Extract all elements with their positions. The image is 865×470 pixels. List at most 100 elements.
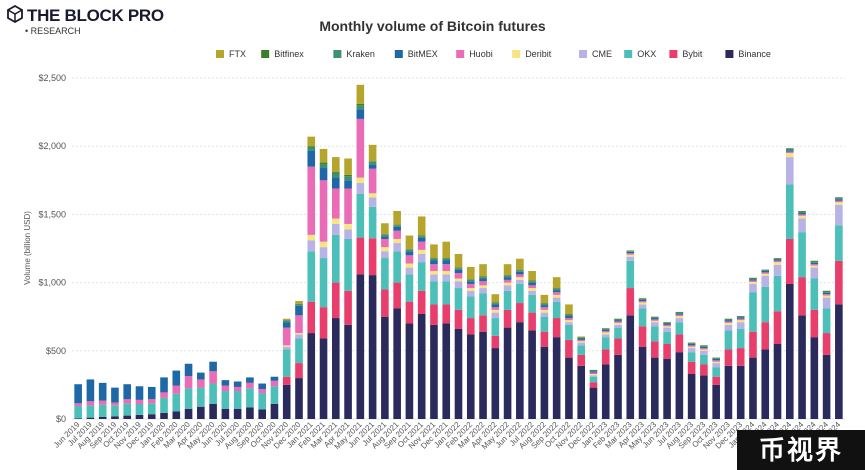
bar-segment — [405, 267, 414, 275]
bar-segment — [430, 274, 438, 282]
legend-swatch — [394, 50, 403, 58]
bar-segment — [638, 298, 647, 299]
bar-segment — [516, 303, 524, 323]
bar-segment — [601, 328, 610, 329]
legend-item[interactable]: CME — [579, 49, 612, 59]
bar-segment — [98, 416, 107, 419]
bar-segment — [736, 317, 745, 319]
bar-segment — [442, 264, 451, 272]
bar-segment — [368, 144, 377, 162]
bar-segment — [356, 109, 365, 119]
bar-segment — [540, 303, 549, 306]
bar-segment — [773, 260, 782, 263]
bar-segment — [319, 258, 328, 308]
bar-stack — [761, 269, 770, 419]
legend-item[interactable]: Huobi — [456, 49, 493, 59]
bar-segment — [111, 416, 119, 419]
bar-segment — [687, 343, 696, 346]
bar-segment — [246, 407, 254, 419]
bar-segment — [565, 304, 573, 314]
bar-stack — [319, 148, 328, 419]
bar-segment — [773, 258, 782, 260]
bar-segment — [663, 322, 671, 323]
bar-segment — [393, 226, 401, 231]
bar-segment — [172, 370, 181, 386]
bar-segment — [724, 320, 733, 322]
bar-segment — [246, 382, 254, 389]
bar-segment — [528, 285, 536, 289]
bar-segment — [736, 322, 745, 329]
legend-item[interactable]: Bitfinex — [261, 49, 304, 59]
bar-stack — [798, 210, 806, 419]
bar-stack — [258, 383, 266, 419]
bar-segment — [491, 307, 500, 310]
bar-segment — [552, 290, 561, 293]
bar-segment — [135, 414, 144, 419]
bar-segment — [601, 337, 610, 350]
bar-stack — [356, 84, 365, 419]
legend-item[interactable]: Deribit — [512, 49, 552, 59]
bar-segment — [798, 232, 806, 278]
legend-item[interactable]: Binance — [725, 49, 771, 59]
bar-segment — [736, 320, 745, 323]
bar-stack — [466, 266, 475, 419]
bar-segment — [307, 301, 316, 334]
bar-segment — [687, 361, 696, 374]
bar-segment — [822, 333, 831, 355]
bar-segment — [466, 283, 475, 289]
bar-segment — [516, 271, 524, 275]
bar-segment — [282, 346, 291, 350]
bar-segment — [736, 316, 745, 317]
bar-segment — [589, 370, 598, 372]
legend-item[interactable]: Bybit — [669, 49, 703, 59]
bar-stack — [540, 294, 549, 419]
legend-item[interactable]: Kraken — [333, 49, 375, 59]
bar-segment — [540, 307, 549, 310]
bar-stack — [479, 264, 487, 419]
bar-segment — [700, 349, 708, 351]
legend-label: Kraken — [346, 49, 375, 59]
bar-segment — [246, 388, 254, 408]
bar-segment — [638, 302, 647, 305]
bar-segment — [319, 247, 328, 259]
bar-segment — [98, 382, 107, 401]
bar-segment — [368, 161, 377, 162]
bar-segment — [798, 218, 806, 233]
y-axis-label: Volume (billion USD) — [23, 211, 32, 285]
bar-segment — [712, 358, 720, 361]
bar-segment — [503, 290, 512, 310]
bar-segment — [233, 391, 242, 409]
bar-segment — [810, 267, 819, 279]
legend-item[interactable]: BitMEX — [394, 49, 438, 59]
bar-segment — [405, 323, 414, 419]
chart-title: Monthly volume of Bitcoin futures — [319, 18, 546, 34]
bar-segment — [74, 384, 82, 404]
legend-swatch — [725, 50, 734, 58]
bar-segment — [233, 408, 242, 419]
bar-segment — [86, 379, 95, 402]
bar-segment — [344, 238, 352, 291]
bar-segment — [761, 269, 770, 271]
legend-item[interactable]: FTX — [216, 49, 246, 59]
bar-segment — [589, 371, 598, 373]
bar-segment — [209, 383, 217, 404]
bar-segment — [405, 263, 414, 268]
bar-segment — [589, 375, 598, 377]
bar-segment — [540, 294, 549, 304]
bar-segment — [147, 399, 156, 404]
legend-item[interactable]: OKX — [624, 49, 656, 59]
bar-stack — [295, 301, 303, 419]
bar-segment — [393, 225, 401, 227]
bar-segment — [331, 282, 340, 319]
bar-segment — [344, 176, 352, 181]
bar-segment — [479, 293, 487, 316]
bar-segment — [700, 375, 708, 419]
bar-stack — [516, 258, 524, 419]
bar-segment — [393, 251, 401, 283]
bar-segment — [430, 281, 438, 305]
bar-segment — [835, 304, 843, 419]
bar-segment — [319, 168, 328, 181]
bar-segment — [749, 280, 757, 282]
bar-segment — [258, 388, 266, 394]
bar-segment — [822, 297, 831, 309]
